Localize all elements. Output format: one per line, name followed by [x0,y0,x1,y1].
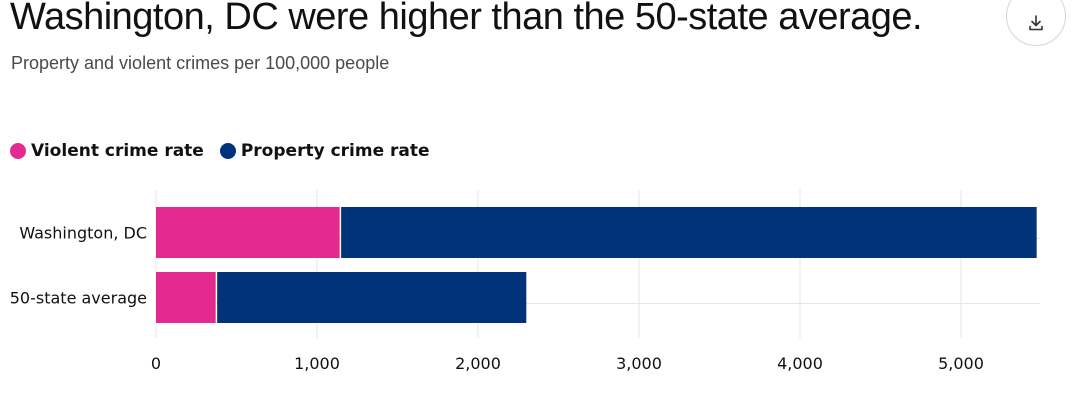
legend-item-violent[interactable]: Violent crime rate [10,141,204,161]
legend: Violent crime rate Property crime rate [10,141,446,161]
bar-violent-50-state-average[interactable] [156,272,216,323]
download-icon [1029,15,1043,31]
legend-item-property[interactable]: Property crime rate [219,141,430,161]
legend-label-property: Property crime rate [240,141,430,161]
legend-label-violent: Violent crime rate [31,141,204,161]
x-tick-label: 5,000 [938,354,984,373]
chart-subtitle: Property and violent crimes per 100,000 … [11,53,390,73]
chart-title: Washington, DC were higher than the 50-s… [10,0,923,38]
x-tick-label: 1,000 [294,354,340,373]
y-category-label: 50-state average [10,289,147,308]
x-tick-label: 4,000 [777,354,823,373]
bar-property-washington-dc[interactable] [341,207,1037,258]
x-tick-label: 3,000 [616,354,662,373]
bar-property-50-state-average[interactable] [217,272,527,323]
x-tick-label: 2,000 [455,354,501,373]
bar-violent-washington-dc[interactable] [156,207,340,258]
y-category-label: Washington, DC [19,224,147,243]
legend-swatch-property [219,143,236,159]
legend-swatch-violent [10,143,26,159]
x-tick-label: 0 [151,354,161,373]
download-button[interactable] [1006,0,1066,46]
